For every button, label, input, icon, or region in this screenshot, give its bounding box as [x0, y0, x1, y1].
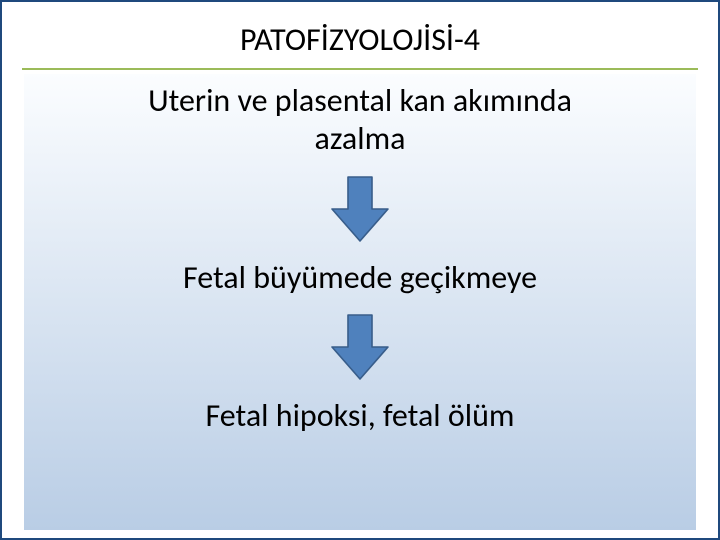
arrow-down-icon: [320, 169, 400, 249]
title-box: PATOFİZYOLOJİSİ-4: [22, 10, 698, 70]
slide-outer: PATOFİZYOLOJİSİ-4 Uterin ve plasental ka…: [0, 0, 720, 540]
slide-title: PATOFİZYOLOJİSİ-4: [240, 20, 480, 59]
step-3: Fetal hipoksi, fetal ölüm: [206, 397, 515, 435]
step-2: Fetal büyümede geçikmeye: [183, 259, 537, 297]
arrow-1: [320, 169, 400, 249]
arrow-2: [320, 307, 400, 387]
content-box: Uterin ve plasental kan akımında azalma …: [24, 74, 696, 530]
arrow-down-icon: [320, 307, 400, 387]
step-1: Uterin ve plasental kan akımında azalma: [148, 82, 572, 159]
